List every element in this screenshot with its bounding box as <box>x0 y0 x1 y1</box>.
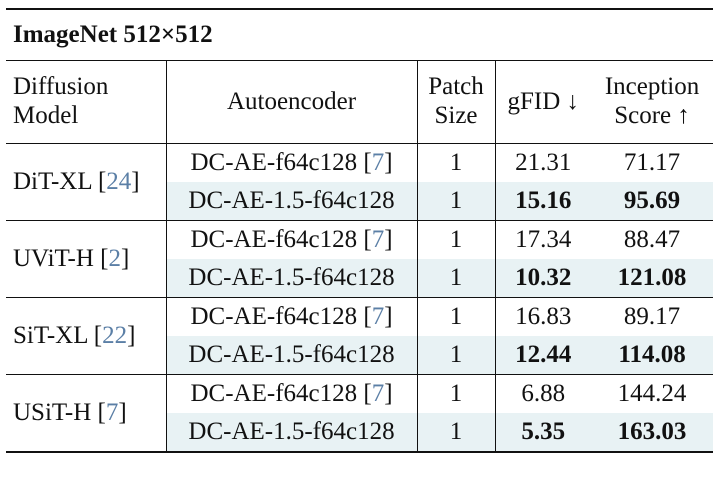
model-name: UViT-H [ <box>13 244 109 272</box>
gfid-cell: 16.83 <box>494 297 591 336</box>
model-bracket: ] <box>127 321 136 349</box>
autoencoder-cell: DC-AE-1.5-f64c128 <box>165 413 417 453</box>
citation-link[interactable]: 7 <box>371 148 385 176</box>
inception-score-cell: 163.03 <box>591 413 714 453</box>
header-model-line1: Diffusion <box>13 73 109 101</box>
gfid-cell: 21.31 <box>494 143 591 182</box>
autoencoder-name: DC-AE-f64c128 [ <box>190 302 372 330</box>
patch-size-cell: 1 <box>416 413 495 453</box>
citation-link[interactable]: 7 <box>105 398 119 426</box>
inception-score-cell: 114.08 <box>591 336 714 375</box>
header-row: Diffusion Model Autoencoder Patch Size g… <box>6 60 714 144</box>
header-autoencoder: Autoencoder <box>165 60 417 144</box>
inception-score-cell: 95.69 <box>591 182 714 221</box>
model-cell: SiT-XL [22] <box>6 297 166 375</box>
autoencoder-cell: DC-AE-f64c128 [7] <box>165 143 417 182</box>
model-cell: DiT-XL [24] <box>6 143 166 221</box>
citation-link[interactable]: 24 <box>106 167 132 195</box>
autoencoder-bracket: ] <box>384 302 393 330</box>
header-inception-score: Inception Score ↑ <box>591 60 714 144</box>
inception-score-cell: 89.17 <box>623 302 681 330</box>
table-row: DC-AE-1.5-f64c128 1 12.44 114.08 <box>6 336 714 375</box>
autoencoder-name: DC-AE-f64c128 [ <box>190 379 372 407</box>
table-row: DC-AE-1.5-f64c128 1 5.35 163.03 <box>6 413 714 453</box>
model-bracket: ] <box>120 244 130 272</box>
header-is-line1: Inception <box>604 73 700 101</box>
autoencoder-name: DC-AE-f64c128 [ <box>190 148 372 176</box>
table-row: USiT-H [7] DC-AE-f64c128 [7] 1 6.88 144.… <box>6 374 713 453</box>
header-model-line2: Model <box>13 102 79 129</box>
citation-link[interactable]: 7 <box>371 225 385 253</box>
header-diffusion-model: Diffusion Model <box>6 60 166 144</box>
patch-size-cell: 1 <box>416 374 495 413</box>
patch-size-cell: 1 <box>416 297 495 336</box>
table-row: DC-AE-1.5-f64c128 1 10.32 121.08 <box>6 259 714 298</box>
patch-size-cell: 1 <box>416 143 495 182</box>
model-cell: USiT-H [7] <box>6 374 166 453</box>
header-patch-size: Patch Size <box>416 60 495 144</box>
citation-link[interactable]: 2 <box>108 244 121 272</box>
table-title: ImageNet 512×512 <box>6 8 714 61</box>
model-bracket: ] <box>131 167 140 195</box>
autoencoder-cell: DC-AE-f64c128 [7] <box>165 374 417 413</box>
autoencoder-cell: DC-AE-f64c128 [7] <box>165 297 417 336</box>
patch-size-cell: 1 <box>416 336 495 375</box>
autoencoder-bracket: ] <box>384 225 393 253</box>
table-row: DiT-XL [24] DC-AE-f64c128 [7] 1 21.31 71… <box>6 143 713 221</box>
inception-score-cell: 144.24 <box>617 379 687 407</box>
autoencoder-cell: DC-AE-f64c128 [7] <box>165 220 417 259</box>
autoencoder-bracket: ] <box>384 148 393 176</box>
results-table-container: ImageNet 512×512 Diffusion Model Autoenc… <box>6 8 714 453</box>
gfid-cell: 10.32 <box>494 259 591 298</box>
inception-score-cell: 121.08 <box>591 259 714 298</box>
header-patch-line1: Patch <box>428 73 484 101</box>
header-is-line2: Score ↑ <box>614 102 690 129</box>
table-row: SiT-XL [22] DC-AE-f64c128 [7] 1 16.83 89… <box>6 297 713 375</box>
autoencoder-cell: DC-AE-1.5-f64c128 <box>165 336 417 375</box>
model-name: SiT-XL [ <box>13 321 103 349</box>
table-row: DC-AE-1.5-f64c128 1 15.16 95.69 <box>6 182 714 221</box>
citation-link[interactable]: 22 <box>102 321 128 349</box>
model-name: DiT-XL [ <box>13 167 107 195</box>
model-bracket: ] <box>118 398 127 426</box>
gfid-cell: 17.34 <box>494 220 591 259</box>
citation-link[interactable]: 7 <box>371 302 385 330</box>
patch-size-cell: 1 <box>416 220 495 259</box>
gfid-cell: 5.35 <box>494 413 591 453</box>
model-name: USiT-H [ <box>13 398 106 426</box>
autoencoder-cell: DC-AE-1.5-f64c128 <box>165 182 417 221</box>
model-cell: UViT-H [2] <box>6 220 166 298</box>
gfid-cell: 15.16 <box>494 182 591 221</box>
autoencoder-cell: DC-AE-1.5-f64c128 <box>165 259 417 298</box>
table-title-row: ImageNet 512×512 <box>6 8 714 61</box>
results-table: ImageNet 512×512 Diffusion Model Autoenc… <box>6 8 714 453</box>
patch-size-cell: 1 <box>416 259 495 298</box>
inception-score-cell: 71.17 <box>623 148 681 176</box>
header-gfid: gFID ↓ <box>494 60 591 144</box>
citation-link[interactable]: 7 <box>371 379 385 407</box>
table-row: UViT-H [2] DC-AE-f64c128 [7] 1 17.34 88.… <box>6 220 713 298</box>
gfid-cell: 6.88 <box>494 374 591 413</box>
header-patch-line2: Size <box>434 102 478 129</box>
inception-score-cell: 88.47 <box>623 225 681 253</box>
gfid-cell: 12.44 <box>494 336 591 375</box>
patch-size-cell: 1 <box>416 182 495 221</box>
autoencoder-name: DC-AE-f64c128 [ <box>190 225 372 253</box>
autoencoder-bracket: ] <box>384 379 393 407</box>
